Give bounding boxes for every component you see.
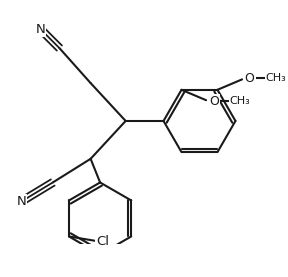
Text: N: N (17, 195, 26, 208)
Text: N: N (36, 23, 45, 36)
Text: CH₃: CH₃ (266, 73, 287, 83)
Text: Cl: Cl (96, 235, 109, 248)
Text: O: O (209, 95, 219, 108)
Text: O: O (245, 72, 255, 85)
Text: CH₃: CH₃ (230, 96, 251, 106)
